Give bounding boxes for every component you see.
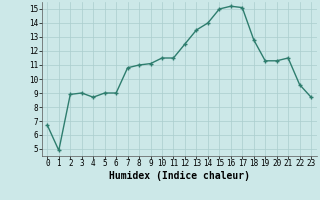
X-axis label: Humidex (Indice chaleur): Humidex (Indice chaleur): [109, 171, 250, 181]
